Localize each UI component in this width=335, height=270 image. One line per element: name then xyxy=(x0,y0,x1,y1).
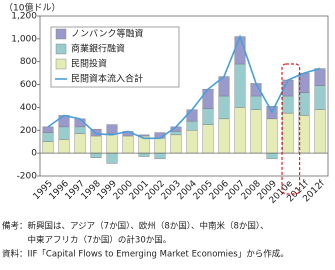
bar xyxy=(154,138,166,154)
bar xyxy=(90,135,102,154)
highlight-frame xyxy=(281,63,301,195)
bar xyxy=(282,112,294,154)
legend-swatch xyxy=(55,58,67,70)
bar xyxy=(122,135,134,154)
bar xyxy=(266,118,278,154)
bar xyxy=(298,92,310,116)
y-tick-label: 400 xyxy=(20,103,37,113)
bar xyxy=(218,95,230,120)
bar xyxy=(202,124,214,154)
bar xyxy=(74,126,86,134)
bar xyxy=(202,108,214,125)
y-tick-label: 600 xyxy=(20,80,37,90)
bar xyxy=(202,88,214,109)
y-tick-label: 1,200 xyxy=(11,12,37,22)
bar xyxy=(234,107,246,154)
bar xyxy=(250,95,262,110)
bar xyxy=(186,120,198,131)
bar xyxy=(106,152,118,164)
bar xyxy=(170,134,182,154)
note: 備考：新興国は、アジア（7か国）、欧州（8か国）、中南米（8か国）、 xyxy=(2,221,269,232)
bar xyxy=(42,126,54,133)
legend-label: 民間投資 xyxy=(71,58,107,70)
y-tick-label: 1,000 xyxy=(11,34,37,44)
bar xyxy=(186,130,198,154)
y-tick-label: -200 xyxy=(17,172,38,182)
bar xyxy=(314,68,326,86)
y-axis-label: （10億ドル） xyxy=(4,2,60,14)
legend-label: 商業銀行融資 xyxy=(71,43,125,55)
legend-label: 民間資本流入合計 xyxy=(71,73,143,85)
legend-label: ノンバンク等融資 xyxy=(71,28,143,40)
y-tick-label: 200 xyxy=(20,126,37,136)
plot-area xyxy=(39,15,329,177)
bar xyxy=(58,139,70,154)
bar xyxy=(266,152,278,160)
bar xyxy=(42,132,54,142)
y-tick-label: 0 xyxy=(31,149,37,159)
total-line xyxy=(47,34,321,140)
bar xyxy=(58,126,70,140)
bar xyxy=(138,152,150,157)
bar xyxy=(250,109,262,154)
bar xyxy=(74,133,86,154)
bar xyxy=(314,85,326,110)
legend-box xyxy=(50,26,180,88)
bar xyxy=(314,109,326,154)
note: 資料：IIF「Capital Flows to Emerging Market … xyxy=(2,249,289,260)
bar xyxy=(138,134,150,137)
bar xyxy=(234,63,246,108)
bar xyxy=(90,152,102,158)
bar xyxy=(154,152,166,160)
y-tick-label: 800 xyxy=(20,57,37,67)
bar xyxy=(106,133,118,154)
bar xyxy=(234,36,246,65)
bar xyxy=(106,124,118,134)
note: 中東アフリカ（7か国）の計30か国。 xyxy=(2,235,171,246)
bar xyxy=(170,131,182,136)
bar xyxy=(90,128,102,137)
legend-swatch xyxy=(55,28,67,40)
bar xyxy=(298,115,310,154)
bar xyxy=(42,141,54,154)
bar xyxy=(218,118,230,154)
legend-swatch xyxy=(55,43,67,55)
bar xyxy=(282,95,294,114)
bar xyxy=(298,72,310,93)
bar xyxy=(186,109,198,122)
